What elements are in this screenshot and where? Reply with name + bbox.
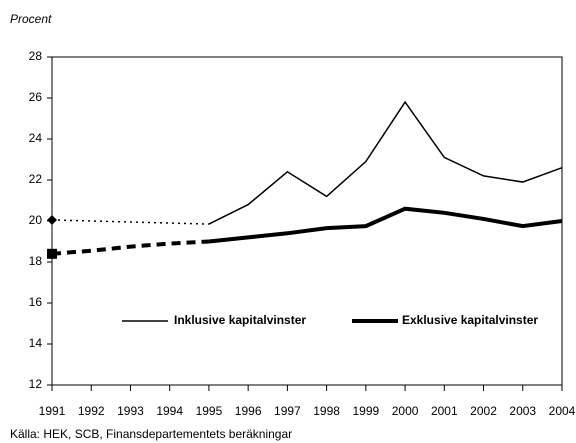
series-line [208, 100, 563, 225]
y-tick-label: 26 [29, 90, 43, 104]
x-tick-label: 1997 [274, 404, 301, 418]
x-tick-label: 1992 [78, 404, 105, 418]
y-tick-label: 16 [29, 295, 43, 309]
y-tick-label: 28 [29, 49, 43, 63]
source: Källa: HEK, SCB, Finansdepartementets be… [10, 427, 292, 441]
y-tick-label: 22 [29, 172, 43, 186]
legend-label: Inklusive kapitalvinster [174, 313, 306, 327]
series-line-estimated [51, 239, 210, 256]
x-tick-label: 1999 [352, 404, 379, 418]
series-line [208, 206, 563, 244]
y-tick-label: 20 [29, 213, 43, 227]
y-tick-label: 18 [29, 254, 43, 268]
y-tick-label: 24 [29, 131, 43, 145]
series-line-estimated [51, 219, 209, 225]
y-tick-label: 12 [29, 377, 43, 391]
x-tick-label: 1998 [313, 404, 340, 418]
y-axis-label: Procent [10, 12, 52, 26]
legend-label: Exklusive kapitalvinster [402, 313, 538, 327]
x-tick-label: 1994 [156, 404, 183, 418]
marker-diamond [47, 214, 57, 225]
x-tick-label: 1991 [39, 404, 66, 418]
marker-square [47, 248, 57, 259]
x-tick-label: 2000 [392, 404, 419, 418]
y-tick-label: 14 [29, 336, 43, 350]
x-tick-label: 2001 [431, 404, 458, 418]
x-tick-label: 1996 [235, 404, 262, 418]
x-tick-label: 2002 [470, 404, 497, 418]
x-tick-label: 1995 [196, 404, 223, 418]
x-tick-label: 2003 [509, 404, 536, 418]
x-tick-label: 1993 [117, 404, 144, 418]
x-tick-label: 2004 [549, 404, 576, 418]
